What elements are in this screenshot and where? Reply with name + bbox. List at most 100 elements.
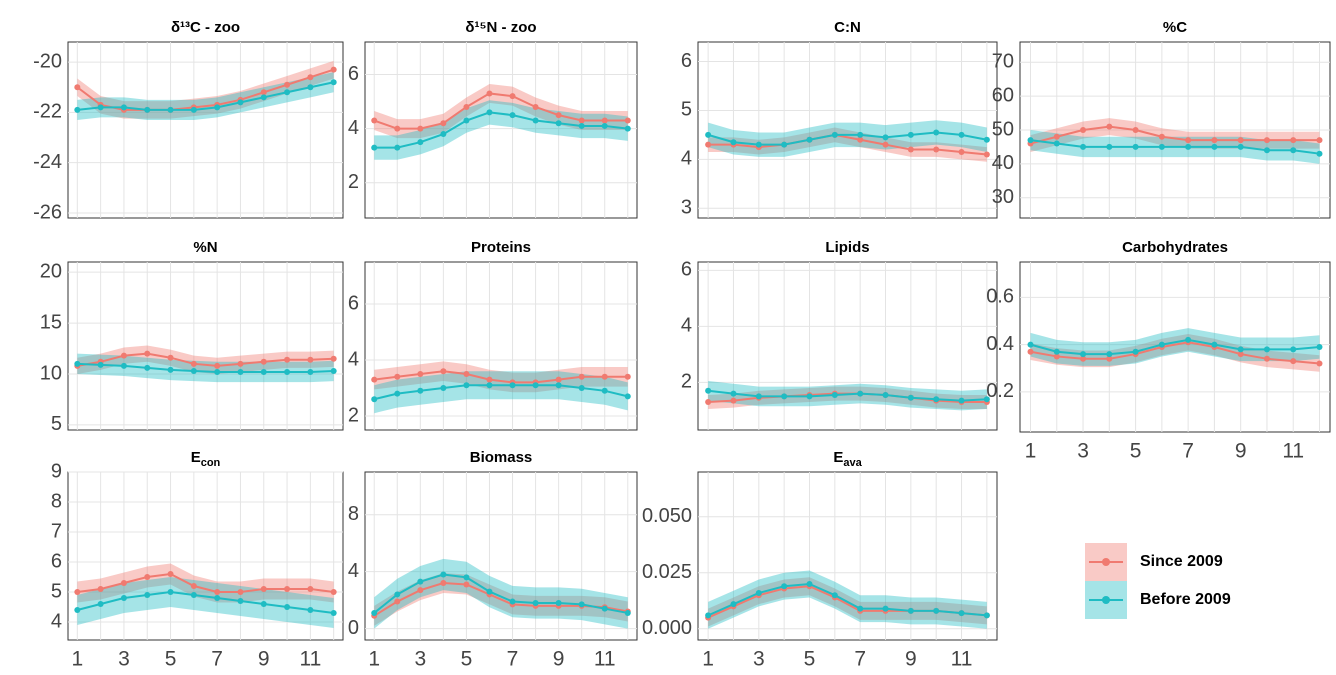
point [486,382,493,389]
y-tick-label: 4 [51,610,62,632]
point [1106,355,1113,362]
point [1132,143,1139,150]
y-tick-label: 9 [51,460,62,482]
plot-panel [364,41,638,219]
point [1053,133,1060,140]
confidence-band [708,127,987,162]
point [417,125,424,132]
point [983,151,990,158]
y-tick-label: 0.4 [986,333,1014,355]
point [120,595,127,601]
point [1053,348,1060,355]
point [463,117,470,124]
point [532,117,539,124]
point [260,586,267,592]
point [486,90,493,97]
point [1211,341,1218,348]
panel-title: Biomass [470,449,533,466]
point [730,397,737,404]
y-tick-label: 40 [992,152,1014,174]
point [330,79,337,86]
point [417,371,424,377]
point [307,368,314,375]
point [190,367,197,374]
y-tick-label: -22 [33,101,62,123]
y-tick-label: 50 [992,118,1014,140]
point [705,141,712,148]
trend-line [77,362,334,373]
point [167,354,174,361]
point [601,605,608,612]
confidence-band [374,361,628,393]
point [190,583,197,589]
point [1185,137,1192,144]
point [831,131,838,138]
point [806,393,813,400]
point [417,387,424,394]
legend-label: Since 2009 [1140,553,1223,570]
point [983,396,990,403]
y-tick-label: 4 [348,117,359,139]
point [1290,346,1297,353]
point [394,598,401,605]
point [440,385,447,391]
x-tick-label: 5 [461,648,473,671]
confidence-band [708,381,987,411]
plot-panel [67,261,344,431]
confidence-band [708,120,987,157]
y-tick-label: 4 [681,148,692,170]
point [1316,137,1323,144]
point [1237,137,1244,144]
point [144,592,151,598]
trend-line [373,92,628,130]
point [983,612,990,619]
legend-dot [1102,558,1110,566]
point [601,122,608,129]
point [882,392,889,398]
point [1053,353,1060,360]
point [1211,143,1218,150]
point [1080,355,1087,362]
point [284,586,291,592]
point [97,586,104,592]
trend-line [1030,125,1320,145]
point [933,396,940,403]
point [831,592,838,599]
point [97,104,104,111]
point [440,580,447,587]
point [730,139,737,146]
point [1185,336,1192,343]
point [463,371,470,377]
point [624,125,631,132]
point [933,129,940,136]
y-tick-label: 2 [348,404,359,426]
confidence-band [708,386,987,409]
trend-line [373,573,628,614]
y-tick-label: 30 [992,186,1014,208]
point [307,586,314,592]
plot-panel [67,471,344,641]
x-tick-label: 5 [1130,440,1142,463]
point [624,609,631,616]
y-tick-label: 2 [348,171,359,193]
point [463,574,470,581]
point [97,601,104,607]
point [781,141,788,148]
point [578,373,585,380]
point [578,117,585,124]
point [371,376,378,383]
point [284,356,291,363]
y-tick-label: 2 [681,371,692,393]
point [284,368,291,375]
panel-title: Lipids [825,239,869,256]
point [958,131,965,138]
point [1080,351,1087,358]
x-tick-label: 5 [165,648,177,671]
point [907,146,914,153]
point [237,598,244,604]
point [1027,341,1034,348]
point [330,355,337,362]
y-tick-label: 70 [992,51,1014,73]
